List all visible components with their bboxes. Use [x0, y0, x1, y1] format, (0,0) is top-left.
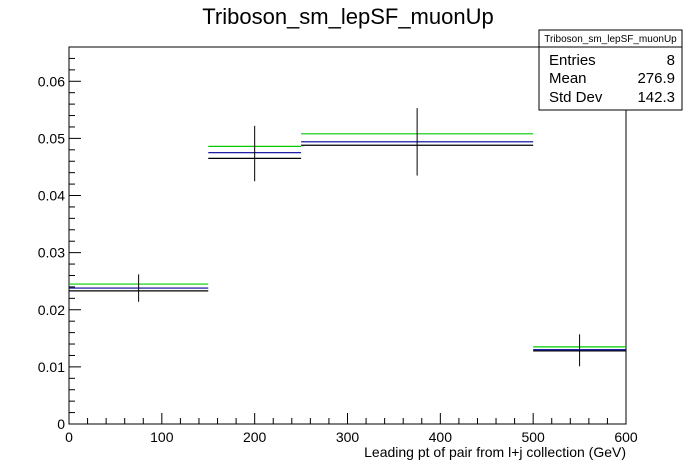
y-tick-label: 0.01	[38, 359, 65, 375]
chart-title: Triboson_sm_lepSF_muonUp	[202, 4, 493, 29]
y-tick-label: 0.04	[38, 188, 65, 204]
stats-box: Triboson_sm_lepSF_muonUp Entries 8 Mean …	[538, 29, 683, 111]
stats-entries-value: 8	[667, 52, 675, 69]
y-tick-label: 0.03	[38, 245, 65, 261]
x-tick-label: 500	[521, 429, 545, 445]
error-bars	[138, 108, 581, 367]
stats-mean-label: Mean	[549, 70, 587, 87]
x-tick-label: 300	[336, 429, 360, 445]
x-tick-label: 100	[150, 429, 174, 445]
stats-stddev-value: 142.3	[637, 89, 675, 106]
x-tick-label: 600	[614, 429, 638, 445]
stats-mean-value: 276.9	[637, 70, 675, 87]
y-axis-tick-labels: 0 0.01 0.02 0.03 0.04 0.05 0.06	[38, 73, 65, 432]
y-tick-label: 0.02	[38, 302, 65, 318]
stats-box-frame	[538, 29, 683, 111]
x-tick-label: 0	[65, 429, 73, 445]
x-axis-ticks	[68, 413, 627, 424]
x-axis-tick-labels: 0 100 200 300 400 500 600	[65, 429, 638, 445]
stats-box-title: Triboson_sm_lepSF_muonUp	[544, 34, 677, 45]
stats-entries-label: Entries	[549, 52, 596, 69]
y-tick-label: 0	[57, 416, 65, 432]
y-axis-ticks	[69, 46, 81, 425]
histogram-series	[69, 133, 626, 352]
x-tick-label: 200	[243, 429, 267, 445]
y-tick-label: 0.05	[38, 130, 65, 146]
stats-stddev-label: Std Dev	[549, 89, 603, 106]
x-tick-label: 400	[429, 429, 453, 445]
x-axis-label: Leading pt of pair from l+j collection (…	[364, 444, 626, 460]
y-tick-label: 0.06	[38, 73, 65, 89]
